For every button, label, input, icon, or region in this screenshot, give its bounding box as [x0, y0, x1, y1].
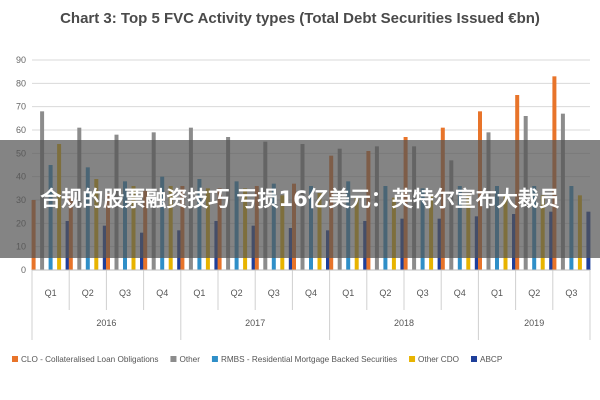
legend-label: Other CDO [418, 355, 459, 364]
x-tick-label: Q3 [417, 288, 429, 298]
legend-swatch [170, 356, 177, 362]
headline-overlay: 合规的股票融资技巧 亏损16亿美元：英特尔宣布大裁员 [0, 140, 600, 258]
x-tick-label: Q4 [454, 288, 466, 298]
y-tick-label: 0 [21, 265, 26, 275]
x-tick-label: Q2 [82, 288, 94, 298]
year-label: 2019 [524, 318, 544, 328]
x-tick-label: Q3 [565, 288, 577, 298]
x-tick-label: Q3 [268, 288, 280, 298]
y-tick-label: 70 [16, 102, 26, 112]
legend-swatch [12, 356, 18, 362]
y-tick-label: 80 [16, 78, 26, 88]
x-tick-label: Q4 [156, 288, 168, 298]
legend-swatch [211, 356, 218, 362]
legend-label: CLO - Collateralised Loan Obligations [21, 355, 158, 364]
x-tick-label: Q1 [491, 288, 503, 298]
chart-title: Chart 3: Top 5 FVC Activity types (Total… [60, 10, 540, 27]
legend-swatch [471, 356, 477, 362]
x-tick-label: Q1 [45, 288, 57, 298]
x-tick-label: Q4 [305, 288, 317, 298]
x-tick-label: Q1 [342, 288, 354, 298]
legend-label: RMBS - Residential Mortgage Backed Secur… [221, 355, 397, 364]
x-tick-label: Q2 [379, 288, 391, 298]
year-label: 2018 [394, 318, 414, 328]
legend-swatch [409, 356, 416, 362]
y-tick-label: 60 [16, 125, 26, 135]
headline-text: 合规的股票融资技巧 亏损16亿美元：英特尔宣布大裁员 [40, 187, 560, 211]
year-label: 2016 [96, 318, 116, 328]
legend-label: ABCP [480, 355, 503, 364]
year-label: 2017 [245, 318, 265, 328]
legend-label: Other [179, 355, 200, 364]
x-tick-label: Q3 [119, 288, 131, 298]
x-tick-label: Q1 [193, 288, 205, 298]
y-tick-label: 90 [16, 55, 26, 65]
x-tick-label: Q2 [231, 288, 243, 298]
x-tick-label: Q2 [528, 288, 540, 298]
